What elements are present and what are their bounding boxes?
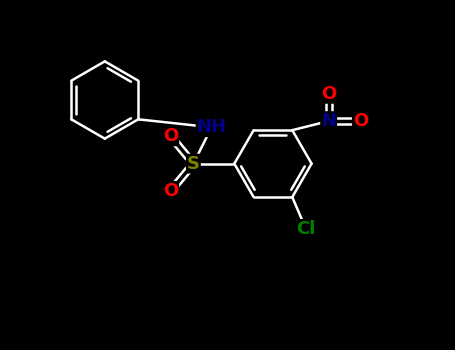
Text: S: S <box>187 155 200 173</box>
Text: O: O <box>353 112 368 130</box>
Text: O: O <box>321 85 336 103</box>
Text: O: O <box>163 182 178 200</box>
Text: NH: NH <box>197 118 227 136</box>
Text: O: O <box>163 127 178 145</box>
Text: Cl: Cl <box>296 220 316 238</box>
Text: N: N <box>321 112 336 130</box>
